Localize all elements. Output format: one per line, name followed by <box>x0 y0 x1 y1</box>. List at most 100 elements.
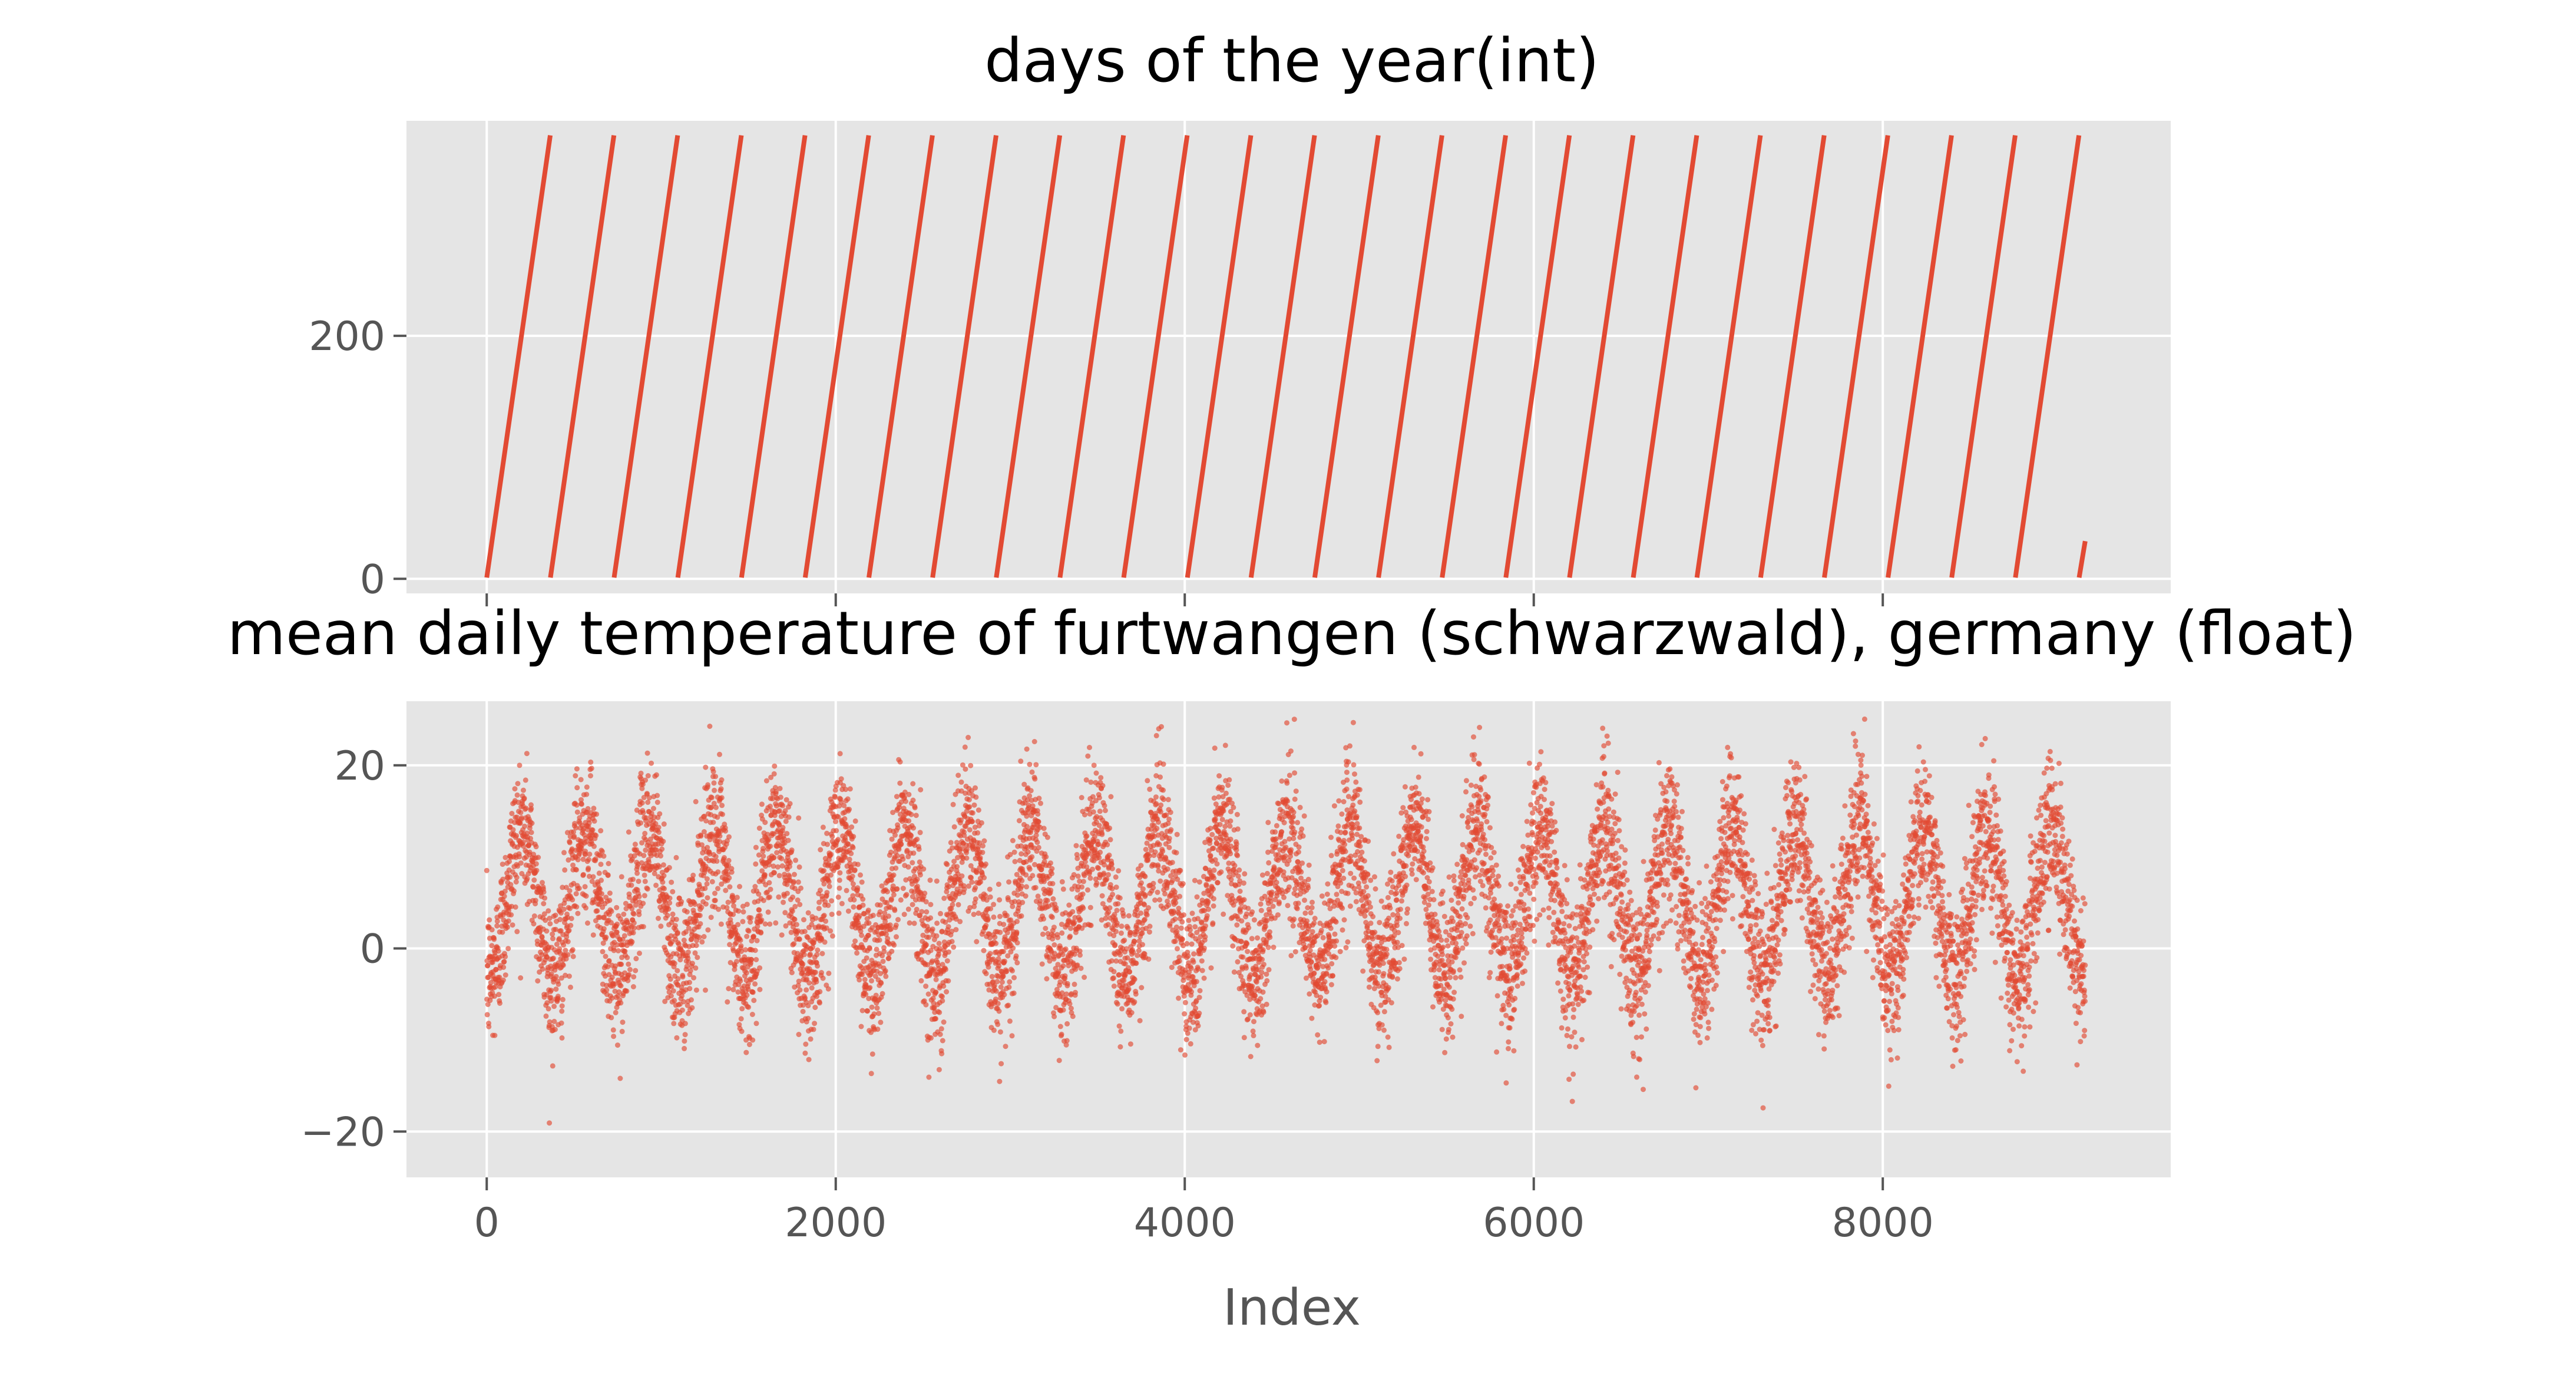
temperature-point <box>667 976 673 982</box>
temperature-point <box>494 918 500 924</box>
temperature-point <box>779 863 785 869</box>
temperature-point <box>705 895 710 901</box>
temperature-point <box>836 877 842 883</box>
temperature-point <box>1247 1012 1253 1018</box>
temperature-point <box>609 1015 614 1021</box>
temperature-point <box>1023 893 1029 899</box>
temperature-point <box>894 934 899 940</box>
temperature-point <box>797 987 803 993</box>
temperature-point <box>1011 990 1017 996</box>
temperature-point <box>987 894 993 900</box>
temperature-point <box>796 936 802 942</box>
temperature-point <box>792 916 798 922</box>
temperature-point <box>698 833 704 839</box>
temperature-point <box>561 906 567 912</box>
temperature-point <box>918 978 924 983</box>
temperature-point <box>1317 1003 1322 1009</box>
temperature-point <box>1288 748 1294 754</box>
temperature-point <box>796 1032 802 1037</box>
temperature-point <box>1111 983 1117 989</box>
temperature-point <box>897 759 903 765</box>
temperature-point <box>594 811 600 817</box>
temperature-point <box>1057 1024 1063 1029</box>
temperature-point <box>1059 1031 1064 1037</box>
temperature-point <box>591 806 597 811</box>
temperature-point <box>713 854 719 860</box>
temperature-point <box>718 921 724 927</box>
temperature-point <box>1350 836 1355 841</box>
temperature-point <box>1147 786 1153 792</box>
temperature-point <box>682 1045 687 1051</box>
temperature-point <box>1064 1021 1070 1027</box>
temperature-point <box>958 779 964 785</box>
temperature-point <box>495 948 501 954</box>
temperature-point <box>828 872 834 878</box>
temperature-point <box>614 905 620 910</box>
temperature-point <box>906 818 912 824</box>
temperature-point <box>923 1002 929 1008</box>
temperature-point <box>1109 866 1115 872</box>
temperature-point <box>1334 892 1340 897</box>
temperature-point <box>997 929 1003 935</box>
temperature-point <box>1074 856 1080 862</box>
temperature-point <box>1258 996 1264 1002</box>
temperature-point <box>848 850 854 856</box>
temperature-point <box>877 902 883 908</box>
temperature-point <box>517 854 523 860</box>
temperature-point <box>1281 895 1287 900</box>
temperature-point <box>786 874 792 879</box>
temperature-point <box>845 908 851 914</box>
temperature-point <box>1212 745 1218 751</box>
temperature-point <box>1281 869 1287 875</box>
temperature-point <box>660 839 666 844</box>
temperature-point <box>758 930 764 936</box>
temperature-point <box>1029 854 1035 860</box>
temperature-point <box>1135 952 1140 958</box>
temperature-point <box>802 1050 808 1056</box>
temperature-point <box>1170 877 1175 883</box>
temperature-point <box>689 1005 695 1011</box>
temperature-point <box>995 1001 1001 1006</box>
temperature-point <box>918 787 924 793</box>
temperature-point <box>783 923 789 929</box>
temperature-point <box>695 955 700 961</box>
temperature-point <box>523 777 528 783</box>
temperature-point <box>614 929 620 935</box>
temperature-point <box>1182 1011 1188 1016</box>
temperature-point <box>776 808 782 814</box>
temperature-point <box>551 1018 557 1024</box>
temperature-point <box>718 786 724 792</box>
temperature-point <box>768 886 773 892</box>
temperature-point <box>1157 897 1163 903</box>
temperature-point <box>1126 913 1132 919</box>
temperature-point <box>1217 821 1223 827</box>
temperature-point <box>844 824 849 830</box>
temperature-point <box>889 836 895 842</box>
temperature-point <box>881 949 887 955</box>
temperature-point <box>1044 897 1050 903</box>
temperature-point <box>857 977 862 983</box>
temperature-point <box>969 879 975 885</box>
temperature-point <box>871 1011 877 1017</box>
temperature-point <box>849 824 855 830</box>
temperature-point <box>795 879 801 885</box>
temperature-point <box>684 909 690 915</box>
temperature-point <box>502 854 508 860</box>
temperature-point <box>766 837 772 842</box>
temperature-point <box>1139 985 1145 991</box>
temperature-point <box>1187 927 1193 933</box>
temperature-point <box>997 1029 1003 1035</box>
temperature-point <box>1179 919 1185 925</box>
temperature-point <box>1014 919 1020 925</box>
temperature-point <box>687 968 693 973</box>
temperature-point <box>1274 823 1279 829</box>
temperature-point <box>846 856 852 862</box>
temperature-point <box>1166 902 1172 908</box>
temperature-point <box>521 787 526 793</box>
temperature-point <box>603 953 609 959</box>
temperature-point <box>541 889 547 895</box>
temperature-point <box>737 884 742 889</box>
temperature-point <box>967 804 973 810</box>
temperature-point <box>1106 852 1112 858</box>
temperature-point <box>1311 920 1317 926</box>
